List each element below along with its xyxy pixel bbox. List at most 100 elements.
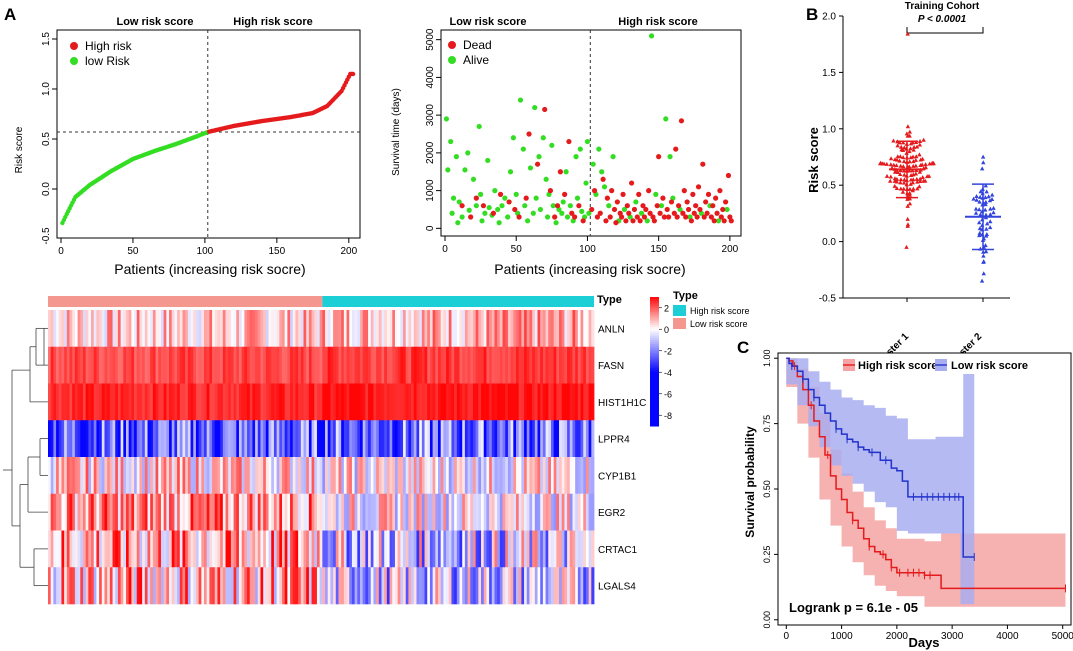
heatmap-cell [145,310,148,347]
heatmap-cell [220,567,223,604]
heatmap-cell [355,457,358,494]
heatmap-cell [217,347,220,384]
heatmap-cell [532,494,535,531]
heatmap-cell [86,567,89,604]
heatmap-cell [70,347,73,384]
heatmap-cell [70,567,73,604]
heatmap-cell [263,310,266,347]
heatmap-cell [282,310,285,347]
heatmap-cell [129,531,132,568]
heatmap-cell [422,420,425,457]
expression-heatmap: Type ANLNFASNHIST1H1CLPPR4CYP1B1EGR2CRTA… [3,290,750,604]
heatmap-cell [188,494,191,531]
heatmap-cell [392,384,395,421]
heatmap-cell [441,494,444,531]
heatmap-cell [481,567,484,604]
heatmap-cell [513,457,516,494]
heatmap-cell [540,457,543,494]
heatmap-cell [494,384,497,421]
heatmap-cell [279,347,282,384]
heatmap-cell [223,310,226,347]
heatmap-cell [535,531,538,568]
heatmap-cell [317,457,320,494]
cluster-point [980,166,984,170]
heatmap-cell [376,347,379,384]
heatmap-cell [473,531,476,568]
heatmap-cell [443,567,446,604]
gene-label: ANLN [598,324,625,335]
alive-point [462,167,467,172]
heatmap-cell [546,567,549,604]
cluster-point [914,164,918,168]
dead-point [673,146,678,151]
heatmap-cell [368,494,371,531]
heatmap-cell [113,420,116,457]
heatmap-cell [503,531,506,568]
heatmap-cell [169,531,172,568]
heatmap-cell [228,420,231,457]
heatmap-cell [341,420,344,457]
heatmap-cell [419,420,422,457]
heatmap-cell [182,567,185,604]
heatmap-cell [546,494,549,531]
heatmap-cell [516,384,519,421]
heatmap-cell [376,567,379,604]
heatmap-cell [180,567,183,604]
heatmap-cell [70,310,73,347]
heatmap-cell [287,531,290,568]
heatmap-cell [583,457,586,494]
heatmap-cell [104,347,107,384]
cluster-pvalue: P < 0.0001 [918,14,967,25]
heatmap-cell [355,531,358,568]
heatmap-cell [336,420,339,457]
heatmap-cell [546,420,549,457]
heatmap-cell [425,420,428,457]
heatmap-cell [199,531,202,568]
heatmap-cell [223,494,226,531]
heatmap-cell [484,310,487,347]
cluster-point [991,206,995,210]
heatmap-cell [476,347,479,384]
heatmap-cell [78,310,81,347]
heatmap-cell [306,347,309,384]
heatmap-cell [438,347,441,384]
heatmap-cell [191,457,194,494]
heatmap-cell [521,457,524,494]
heatmap-cell [252,494,255,531]
heatmap-cell [422,384,425,421]
heatmap-cell [274,310,277,347]
heatmap-cell [80,310,83,347]
heatmap-cell [352,420,355,457]
heatmap-cell [279,531,282,568]
heatmap-cell [64,310,67,347]
heatmap-cell [131,457,134,494]
heatmap-cell [511,420,514,457]
heatmap-cell [266,531,269,568]
heatmap-cell [231,494,234,531]
heatmap-cell [258,531,261,568]
heatmap-cell [414,420,417,457]
heatmap-cell [443,531,446,568]
heatmap-cell [182,347,185,384]
heatmap-cell [508,347,511,384]
heatmap-cell [164,457,167,494]
heatmap-cell [583,567,586,604]
heatmap-cell [352,310,355,347]
heatmap-cell [244,531,247,568]
heatmap-cell [215,457,218,494]
heatmap-cell [341,567,344,604]
heatmap-cell [554,420,557,457]
heatmap-cell [320,347,323,384]
heatmap-cell [460,457,463,494]
heatmap-cell [118,494,121,531]
heatmap-cell [72,420,75,457]
heatmap-cell [255,420,258,457]
heatmap-cell [564,420,567,457]
heatmap-cell [209,494,212,531]
heatmap-cell [260,531,263,568]
heatmap-cell [546,457,549,494]
heatmap-cell [416,310,419,347]
gene-label: CRTAC1 [598,545,638,556]
heatmap-cell [180,420,183,457]
heatmap-cell [338,531,341,568]
